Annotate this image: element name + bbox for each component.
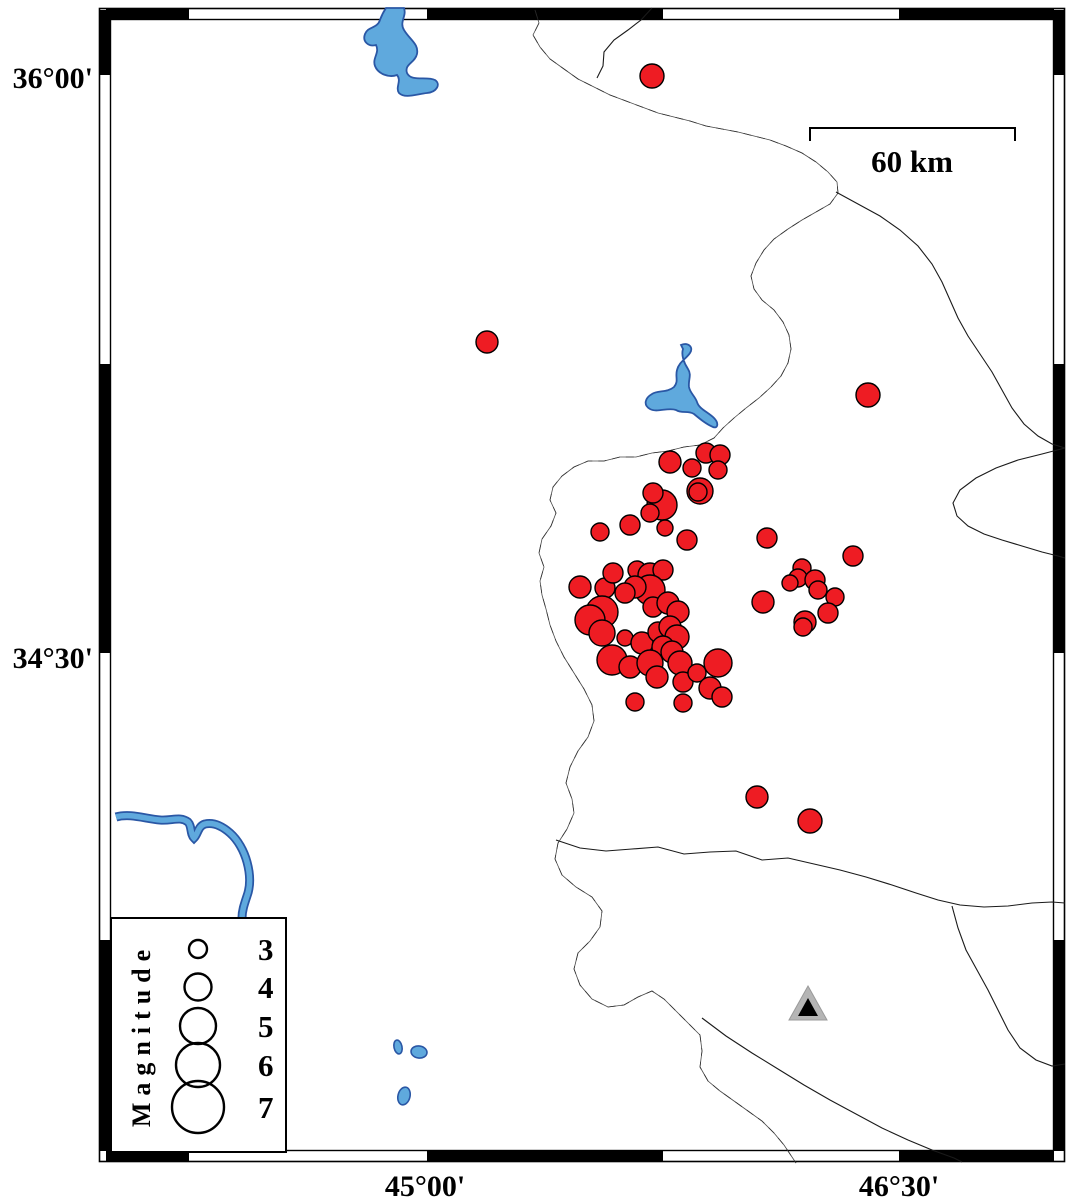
scale-bar	[809, 127, 1016, 141]
earthquake-marker	[711, 686, 733, 708]
earthquake-marker	[842, 545, 864, 567]
earthquake-marker	[817, 602, 839, 624]
boundary-line-east-bump	[952, 447, 1066, 559]
earthquake-marker	[602, 562, 624, 584]
earthquake-marker	[475, 330, 499, 354]
earthquake-layer	[475, 63, 881, 834]
lon-label-46-30: 46°30'	[859, 1170, 939, 1203]
earthquake-marker	[708, 460, 728, 480]
earthquake-marker	[645, 665, 669, 689]
legend-label-3: 3	[258, 932, 274, 967]
frame-segment-top	[899, 8, 1054, 19]
river-southwest	[115, 812, 253, 919]
earthquake-marker	[625, 692, 645, 712]
scale-bar-bracket	[809, 127, 1016, 141]
earthquake-marker	[673, 693, 693, 713]
legend-title: Magnitude	[127, 943, 156, 1127]
legend-label-5: 5	[258, 1009, 274, 1044]
earthquake-marker	[682, 458, 702, 478]
frame-segment-top	[106, 8, 189, 19]
legend-label-4: 4	[258, 970, 274, 1005]
frame-segment-bottom	[899, 1151, 1054, 1162]
earthquake-marker	[687, 663, 707, 683]
pond-small-2	[410, 1045, 428, 1059]
station-marker	[788, 984, 828, 1021]
earthquake-marker	[639, 63, 665, 89]
frame-segment-bottom	[106, 1151, 189, 1162]
frame-segment-right	[1054, 364, 1065, 653]
lat-label-36-00: 36°00'	[13, 62, 93, 95]
legend-circles	[170, 938, 226, 1135]
earthquake-marker	[658, 450, 682, 474]
earthquake-marker	[703, 648, 733, 678]
earthquake-marker	[642, 482, 664, 504]
earthquake-marker	[568, 575, 592, 599]
earthquake-marker	[588, 619, 616, 647]
earthquake-marker	[756, 527, 778, 549]
earthquake-marker	[781, 574, 799, 592]
legend-circle-mag-6	[174, 1041, 222, 1089]
boundary-line-bottom	[701, 1017, 963, 1163]
frame-segment-left	[99, 10, 110, 75]
frame-tick-segments	[99, 8, 1065, 1162]
legend-label-6: 6	[258, 1048, 274, 1083]
earthquake-marker	[656, 519, 674, 537]
pond-small-1	[393, 1039, 403, 1055]
earthquake-marker	[640, 503, 660, 523]
earthquake-marker	[590, 522, 610, 542]
earthquake-marker	[793, 617, 813, 637]
legend-circle-mag-3	[187, 938, 209, 960]
earthquake-marker	[614, 582, 636, 604]
geography-layer	[114, 7, 1066, 1164]
magnitude-legend: Magnitude 3 4 5 6 7	[110, 917, 287, 1153]
boundary-line-northeast	[835, 191, 1066, 449]
frame-segment-right	[1054, 940, 1065, 1151]
frame-segment-top	[427, 8, 663, 19]
scale-bar-label: 60 km	[871, 144, 953, 179]
river-line-north	[596, 7, 653, 79]
boundary-line-south	[555, 839, 1066, 908]
lake-north	[363, 7, 439, 97]
lat-label-34-30: 34°30'	[13, 642, 93, 675]
frame-segment-right	[1054, 10, 1065, 75]
earthquake-marker	[672, 671, 694, 693]
earthquake-marker	[808, 580, 828, 600]
earthquake-marker	[751, 590, 775, 614]
earthquake-marker	[619, 514, 641, 536]
legend-circle-mag-4	[183, 972, 213, 1002]
lake-central	[644, 343, 719, 429]
map-frame-inner	[109, 18, 1055, 1152]
frame-segment-left	[99, 364, 110, 653]
earthquake-marker	[745, 785, 769, 809]
legend-label-7: 7	[258, 1090, 274, 1125]
pond-small-3	[396, 1086, 412, 1106]
earthquake-marker	[688, 482, 708, 502]
boundary-line-southeast	[951, 905, 1066, 1067]
earthquake-marker	[676, 529, 698, 551]
earthquake-marker	[652, 559, 674, 581]
legend-circle-mag-7	[170, 1079, 226, 1135]
lon-label-45-00: 45°00'	[385, 1170, 465, 1203]
station-triangle-inner	[798, 998, 818, 1016]
earthquake-marker	[797, 808, 823, 834]
earthquake-marker	[855, 382, 881, 408]
frame-segment-bottom	[427, 1151, 663, 1162]
frame-segment-left	[99, 940, 110, 1151]
